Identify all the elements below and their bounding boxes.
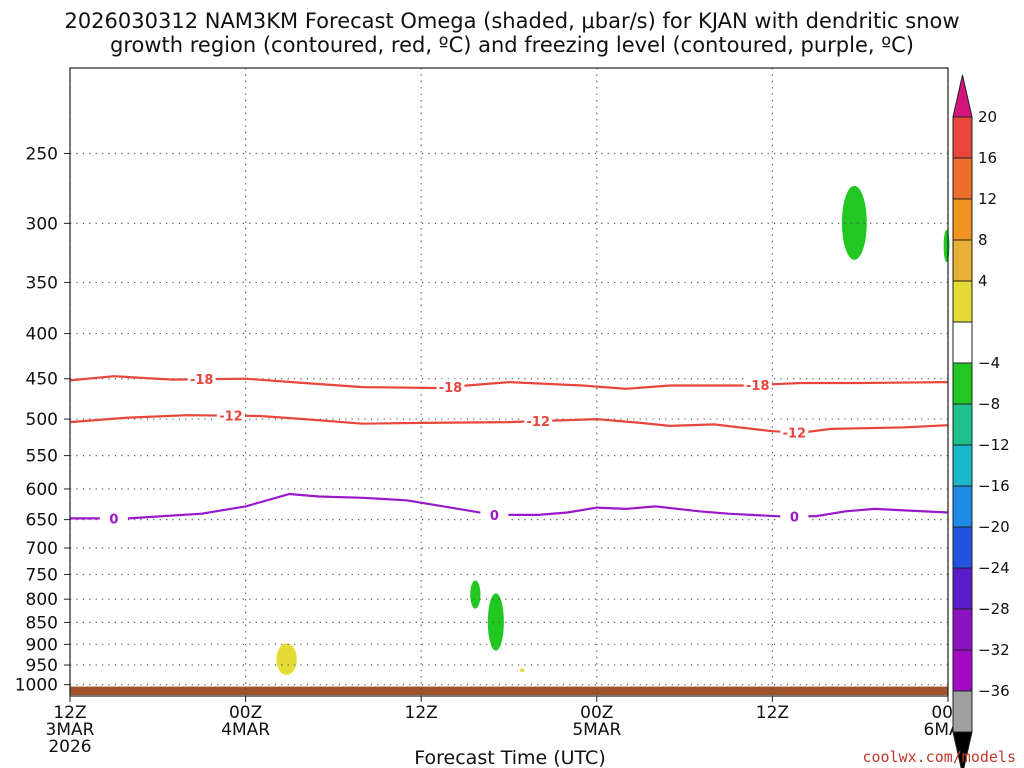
chart-title-line-2: growth region (contoured, red, ºC) and f… (110, 33, 914, 57)
colorbar-swatch-10 (952, 485, 973, 528)
x-tick-label-24-1: 12Z (405, 703, 438, 723)
y-tick-label-250: 250 (26, 144, 58, 164)
colorbar-swatch-3 (952, 198, 973, 241)
x-tick-label-36-2: 5MAR (572, 720, 621, 740)
y-tick-label-800: 800 (26, 590, 58, 610)
x-tick-label-0-2: 3MAR (46, 720, 95, 740)
colorbar-label-0: 20 (978, 108, 997, 126)
pressure-axis: 2503003504004505005506006507007508008509… (15, 144, 70, 696)
omega-shaded-region-2 (470, 580, 481, 609)
colorbar-label-4: 4 (978, 272, 988, 290)
colorbar-label-8: −16 (978, 477, 1010, 495)
contour-label-2-1: 0 (490, 509, 499, 524)
colorbar-swatch-5 (952, 280, 973, 323)
colorbar-label-13: −36 (978, 682, 1010, 700)
colorbar-swatch-12 (952, 567, 973, 610)
y-tick-label-900: 900 (26, 635, 58, 655)
contour-label-2-2: 0 (790, 511, 799, 526)
y-tick-label-950: 950 (26, 656, 58, 676)
y-tick-label-550: 550 (26, 447, 58, 467)
y-tick-label-750: 750 (26, 565, 58, 585)
colorbar-bottom-triangle (952, 731, 973, 768)
colorbar-swatch-6 (952, 321, 973, 364)
colorbar-swatch-14 (952, 649, 973, 692)
x-tick-label-48-1: 12Z (756, 703, 789, 723)
contour-label-bg-2-2 (780, 508, 809, 525)
x-tick-label-12-2: 4MAR (221, 720, 270, 740)
plot-frame (69, 67, 949, 697)
contour-label-bg-2-0 (99, 510, 128, 527)
colorbar-label-6: −8 (978, 395, 1000, 413)
omega-shaded-region-3 (487, 593, 504, 651)
contour-label-bg-0-0 (187, 371, 216, 388)
contour-label-bg-2-1 (480, 506, 509, 523)
chart-title-line-1: 2026030312 NAM3KM Forecast Omega (shaded… (64, 9, 959, 33)
contour-label-2-0: 0 (109, 512, 118, 527)
contour-line-2 (70, 492, 949, 520)
y-tick-label-500: 500 (26, 410, 58, 430)
contour-label-0-2: -18 (746, 379, 770, 394)
colorbar-label-5: −4 (978, 354, 1000, 372)
colorbar-label-10: −24 (978, 559, 1010, 577)
x-tick-label-36-1: 00Z (580, 703, 613, 723)
colorbar-label-2: 12 (978, 190, 997, 208)
colorbar: 20 16 12 8 4 −4 −8 −12 −16 −20 −24 −28 −32 −36 (952, 74, 1010, 768)
colorbar-top-triangle (952, 74, 973, 118)
contour-label-1-2: -12 (783, 426, 807, 441)
colorbar-swatch-9 (952, 444, 973, 487)
colorbar-label-12: −32 (978, 641, 1010, 659)
contour-label-bg-1-1 (524, 413, 553, 430)
omega-shaded-region-0 (276, 643, 297, 675)
contour-label-0-1: -18 (439, 381, 463, 396)
y-tick-label-650: 650 (26, 511, 58, 531)
contour-line-1 (69, 414, 949, 434)
colorbar-label-11: −28 (978, 600, 1010, 618)
omega-shaded-region-4 (841, 185, 867, 260)
x-tick-label-0-3: 2026 (48, 737, 91, 757)
omega-shaded-region-1 (519, 668, 525, 673)
contour-label-bg-0-1 (436, 378, 465, 395)
plot-area (70, 185, 950, 695)
colorbar-swatch-1 (952, 116, 973, 159)
contour-label-bg-1-0 (216, 407, 245, 424)
colorbar-label-3: 8 (978, 231, 988, 249)
ground-band (70, 686, 948, 695)
colorbar-label-9: −20 (978, 518, 1010, 536)
colorbar-label-7: −12 (978, 436, 1010, 454)
contour-label-1-0: -12 (219, 410, 243, 425)
colorbar-swatch-8 (952, 403, 973, 446)
colorbar-swatch-11 (952, 526, 973, 569)
colorbar-swatch-13 (952, 608, 973, 651)
x-tick-label-0-1: 12Z (53, 703, 86, 723)
contour-label-bg-1-2 (780, 424, 809, 441)
contour-lines: -18 -18 -18 -12 -12 -12 0 0 0 (69, 371, 949, 527)
colorbar-swatch-15 (952, 690, 973, 733)
y-tick-label-600: 600 (26, 480, 58, 500)
x-tick-label-12-1: 00Z (229, 703, 262, 723)
x-axis-title: Forecast Time (UTC) (414, 747, 605, 768)
contour-label-0-0: -18 (190, 373, 214, 388)
colorbar-swatch-4 (952, 239, 973, 282)
y-tick-label-400: 400 (26, 325, 58, 345)
credit-text: coolwx.com/models (862, 748, 1016, 766)
y-tick-label-850: 850 (26, 613, 58, 633)
y-tick-label-300: 300 (26, 214, 58, 234)
y-tick-label-450: 450 (26, 370, 58, 390)
y-tick-label-700: 700 (26, 539, 58, 559)
colorbar-label-1: 16 (978, 149, 997, 167)
colorbar-swatch-2 (952, 157, 973, 200)
y-tick-label-1000: 1000 (15, 676, 58, 696)
colorbar-swatch-7 (952, 362, 973, 405)
contour-label-bg-0-2 (743, 376, 772, 393)
contour-label-1-1: -12 (527, 415, 551, 430)
y-tick-label-350: 350 (26, 273, 58, 293)
